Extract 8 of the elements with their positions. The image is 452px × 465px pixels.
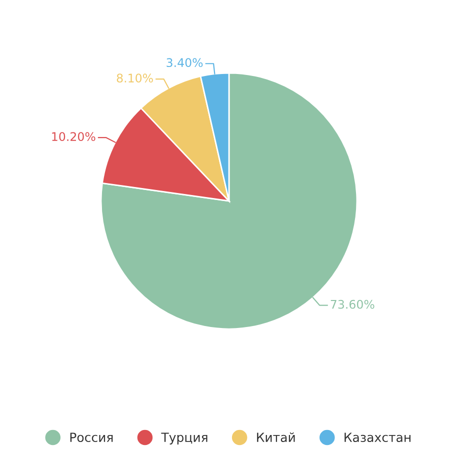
data-label: 8.10%	[116, 74, 153, 83]
legend-label: Китай	[257, 432, 295, 442]
data-label: 10.20%	[52, 132, 96, 142]
legend-label: Турция	[161, 432, 208, 444]
legend-label: Казахстан	[344, 432, 410, 442]
data-label: 73.60%	[330, 300, 374, 309]
legend-label: Россия	[70, 432, 113, 442]
data-label: 3.40%	[166, 58, 203, 68]
